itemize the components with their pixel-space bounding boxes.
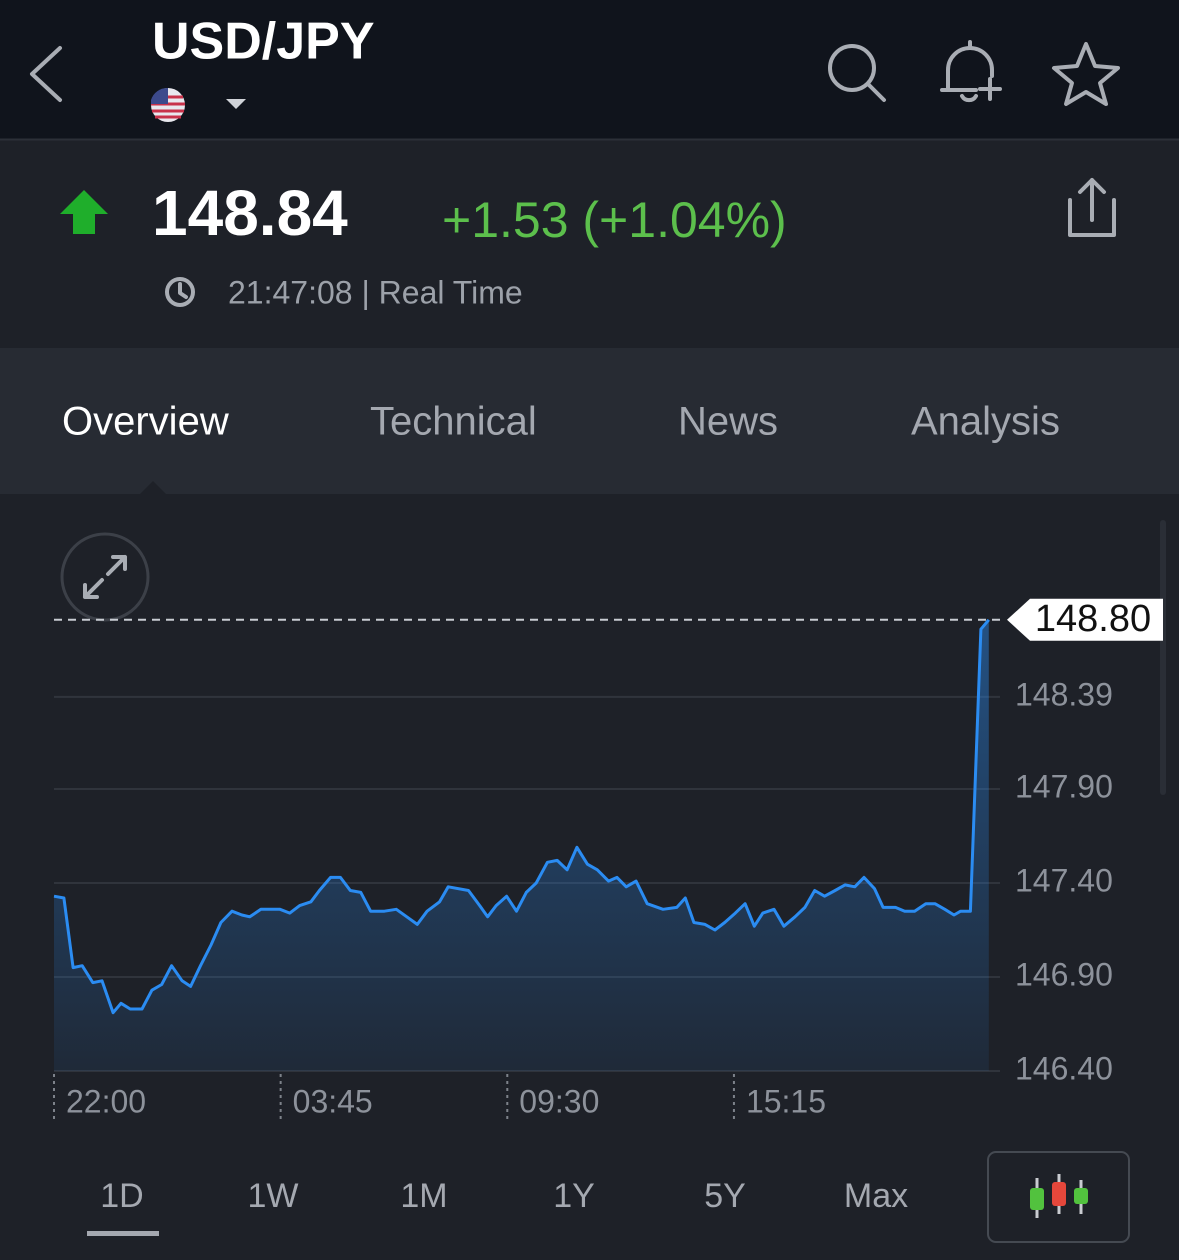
x-tick-label: 22:00: [66, 1083, 146, 1119]
clock-icon: [165, 277, 195, 307]
y-tick-label: 148.39: [1015, 676, 1113, 712]
scrollbar: [1160, 520, 1166, 795]
y-tick-label: 146.40: [1015, 1050, 1113, 1086]
range-button[interactable]: 5Y: [704, 1177, 746, 1215]
range-underline: [87, 1231, 159, 1236]
change: +1.53 (+1.04%): [442, 192, 787, 248]
tab-pointer: [140, 481, 166, 494]
search-button[interactable]: [828, 44, 886, 102]
area: [54, 619, 989, 1071]
dropdown-caret[interactable]: [226, 99, 246, 109]
x-tick-label: 15:15: [746, 1083, 826, 1119]
tab[interactable]: Analysis: [911, 400, 1060, 444]
share-button[interactable]: [1068, 178, 1116, 237]
y-tick-label: 146.90: [1015, 956, 1113, 992]
y-tick-label: 147.90: [1015, 768, 1113, 804]
up-arrow: [60, 190, 108, 234]
tab[interactable]: Technical: [370, 400, 537, 444]
expand-button[interactable]: [60, 532, 150, 622]
range-button[interactable]: 1D: [100, 1177, 143, 1215]
range-button[interactable]: 1M: [400, 1177, 447, 1215]
price-tag-label: 148.80: [1035, 598, 1151, 640]
watchlist-button[interactable]: [1052, 42, 1120, 106]
back-button[interactable]: [30, 46, 62, 102]
range-button[interactable]: Max: [844, 1177, 908, 1215]
range-button[interactable]: 1Y: [553, 1177, 595, 1215]
price: 148.84: [152, 177, 348, 249]
quote-panel: [0, 141, 1179, 348]
line: [53, 618, 990, 1015]
top-bar: [0, 0, 1179, 139]
timestamp: 21:47:08 | Real Time: [228, 274, 523, 310]
x-tick-label: 03:45: [293, 1083, 373, 1119]
alert-button[interactable]: [940, 40, 1002, 103]
candlestick-toggle[interactable]: [987, 1151, 1130, 1243]
y-tick-label: 147.40: [1015, 862, 1113, 898]
chart: 146.40 146.90 147.40 147.90 148.39 22:00 03:45…: [53, 598, 1163, 1122]
tab[interactable]: Overview: [62, 400, 229, 444]
pair-title: USD/JPY: [152, 13, 375, 71]
tab[interactable]: News: [678, 400, 778, 444]
flag: [151, 87, 185, 122]
tab-bar: [0, 348, 1179, 494]
range-button[interactable]: 1W: [248, 1177, 299, 1215]
x-tick-label: 09:30: [519, 1083, 599, 1119]
price-tag: [1007, 598, 1163, 641]
